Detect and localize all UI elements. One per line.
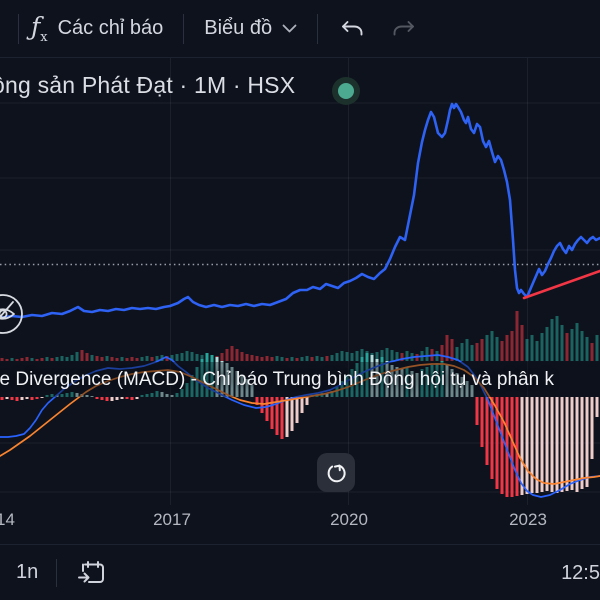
market-status-ring [332,77,360,105]
symbol-title[interactable]: ộng sản Phát Đạt · 1M · HSX [0,72,296,98]
interval-button[interactable]: 1n [16,561,39,583]
toolbar-divider [183,13,185,44]
time-axis-label: 14 [0,510,15,529]
eye-off-icon [0,294,23,334]
chart-type-button-label: Biểu đồ [204,17,273,39]
indicators-button-label: Các chỉ báo [57,17,164,39]
symbol-row: ộng sản Phát Đạt · 1M · HSX [0,72,295,99]
reset-chart-button[interactable] [317,453,355,492]
indicator-tooltip: ce Divergence (MACD) - Chỉ báo Trung bìn… [0,362,600,397]
clock-display[interactable]: 12:5 [555,561,600,586]
chart-type-button[interactable]: Biểu đồ [204,17,297,40]
toolbar-divider [317,13,319,44]
time-axis-label: 2017 [153,510,191,529]
bottom-divider [56,558,58,587]
time-axis-label: 2023 [509,510,547,529]
go-to-date-button[interactable] [75,556,109,590]
time-axis[interactable]: 14 2017 2020 2023 [0,510,600,534]
bottom-toolbar: 1n 12:5 [0,544,600,600]
toolbar-divider [18,13,19,44]
indicator-tooltip-text: ce Divergence (MACD) - Chỉ báo Trung bìn… [0,368,554,390]
chevron-down-icon [282,24,297,32]
indicators-button[interactable]: ƒx Các chỉ báo [31,14,163,44]
top-toolbar: ƒx Các chỉ báo Biểu đồ [0,0,600,58]
hide-drawings-button[interactable] [0,291,26,340]
fx-function-icon: ƒx [31,11,48,45]
market-status-dot [338,83,354,99]
undo-button[interactable] [338,17,365,41]
redo-icon [393,20,415,35]
redo-button[interactable] [391,17,418,41]
reload-icon [327,464,346,482]
calendar-arrow-icon [78,560,105,583]
time-axis-label: 2020 [330,510,368,529]
undo-icon [342,20,363,35]
